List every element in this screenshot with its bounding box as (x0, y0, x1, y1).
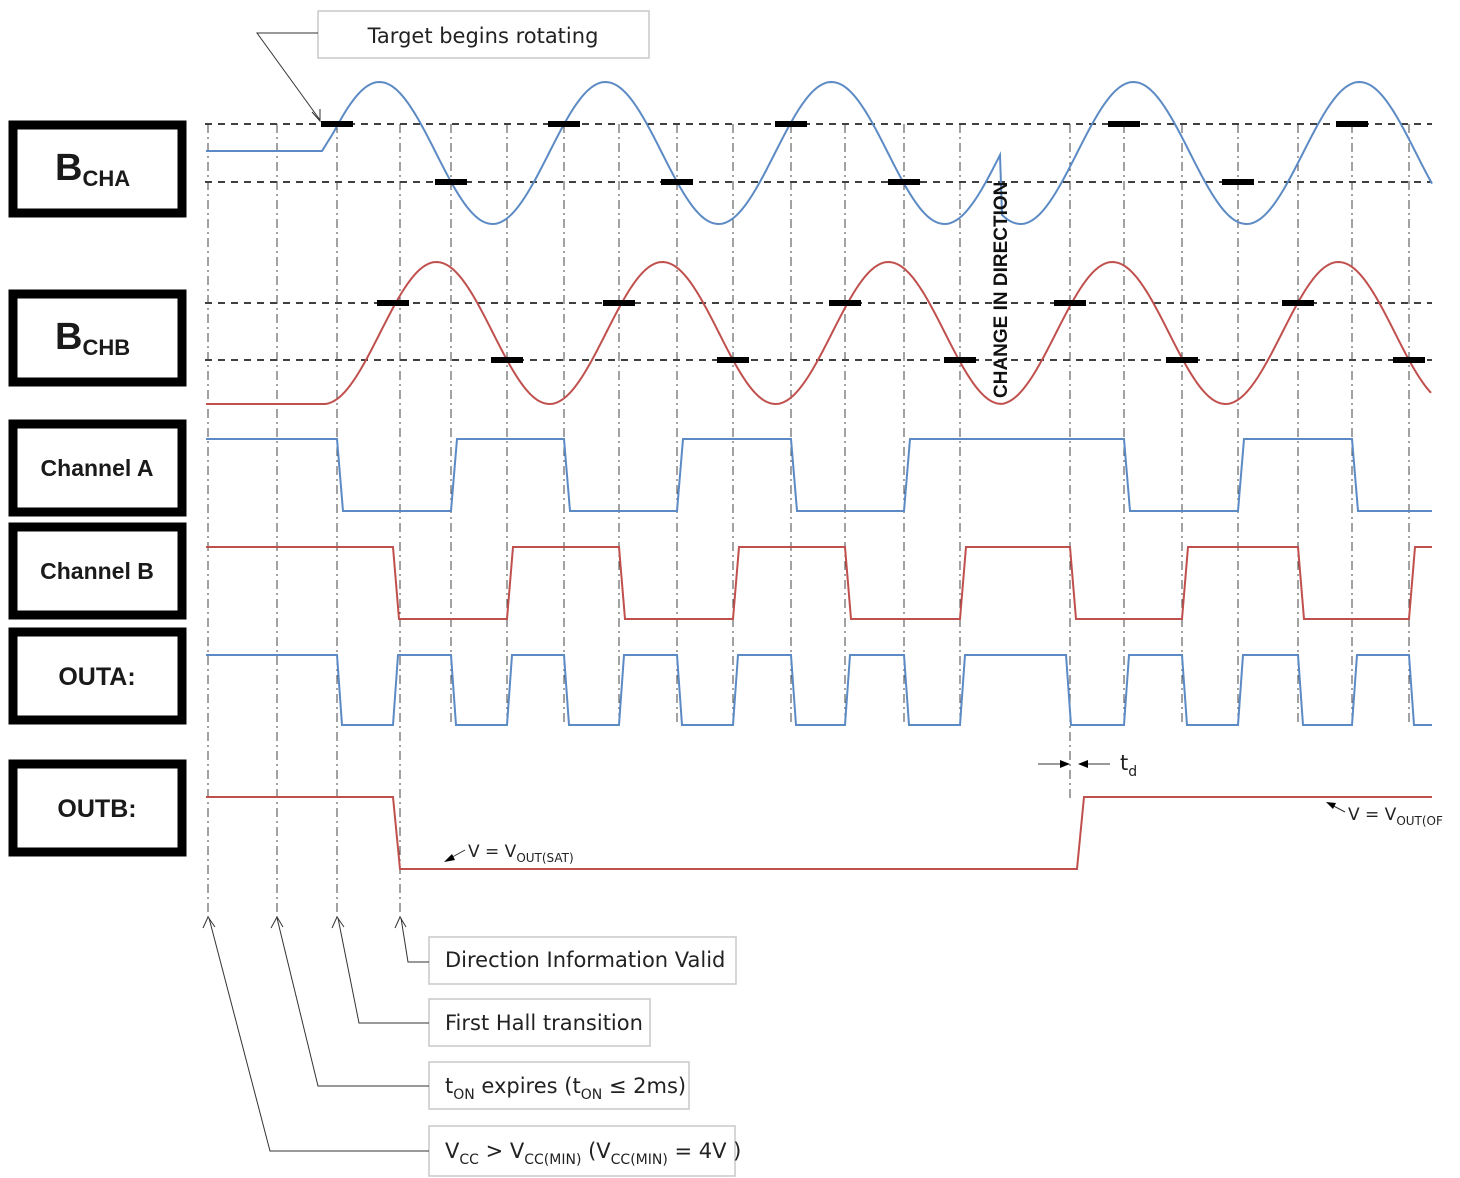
svg-text:td: td (1120, 751, 1137, 780)
bchb-sub: CHB (82, 335, 130, 360)
ton-c: expires (t (475, 1074, 581, 1098)
vcc-a: V (445, 1139, 460, 1163)
vout-off-prefix: V = V (1348, 805, 1397, 825)
bcha-main: B (55, 147, 82, 189)
label-channel-b: Channel B (8, 522, 187, 620)
vcc-e: (V (581, 1139, 611, 1163)
bcha-waveform (206, 80, 1433, 226)
legend-vcc: VCC > VCC(MIN) (VCC(MIN) = 4V ) (202, 915, 741, 1177)
svg-text:BCHB: BCHB (55, 316, 130, 360)
bchb-waveform (206, 260, 1432, 406)
vertical-markers (207, 124, 1410, 918)
channel-a-waveform (206, 438, 1432, 512)
td-main: t (1120, 751, 1128, 775)
legend-ton-expires: tON expires (tON ≤ 2ms) (270, 915, 690, 1110)
td-sub: d (1128, 764, 1137, 780)
change-in-direction-label: CHANGE IN DIRECTION (991, 182, 1012, 398)
label-channel-a: Channel A (8, 419, 187, 517)
outb-waveform (206, 796, 1432, 870)
ton-b: ON (453, 1087, 475, 1103)
channel-b-waveform (206, 546, 1432, 620)
outa-waveform (206, 654, 1432, 726)
vcc-c: > V (479, 1139, 525, 1163)
label-bcha: BCHA (8, 120, 187, 218)
label-bchb: BCHB (8, 289, 187, 387)
svg-text:V = VOUT(OF: V = VOUT(OF (1348, 805, 1443, 828)
svg-text:V = VOUT(SAT): V = VOUT(SAT) (468, 842, 574, 865)
vcc-g: = 4V ) (668, 1139, 742, 1163)
label-outa: OUTA: (8, 627, 187, 725)
vout-sat-annotation: V = VOUT(SAT) (444, 842, 574, 865)
svg-text:VCC > VCC(MIN) (VCC(MIN) = 4V: VCC > VCC(MIN) (VCC(MIN) = 4V ) (445, 1139, 741, 1168)
label-outb: OUTB: (8, 759, 187, 857)
direction-valid-text: Direction Information Valid (445, 948, 725, 972)
channel-a-text: Channel A (41, 455, 154, 481)
channel-b-text: Channel B (40, 558, 154, 584)
vout-sat-prefix: V = V (468, 842, 517, 862)
target-rotating-text: Target begins rotating (367, 24, 599, 48)
legend-first-hall: First Hall transition (331, 915, 651, 1047)
svg-text:tON expires (tON ≤ 2ms): tON expires (tON ≤ 2ms) (445, 1074, 686, 1103)
vcc-d: CC(MIN) (524, 1152, 581, 1168)
first-hall-text: First Hall transition (445, 1011, 643, 1035)
bcha-sub: CHA (82, 166, 130, 191)
vout-sat-sub: OUT(SAT) (516, 851, 573, 865)
ton-e: ≤ 2ms) (602, 1074, 686, 1098)
svg-text:BCHA: BCHA (55, 147, 130, 191)
outb-text: OUTB: (57, 795, 136, 823)
vout-off-sub: OUT(OF (1396, 814, 1443, 828)
ton-d: ON (581, 1087, 603, 1103)
bchb-main: B (55, 316, 82, 358)
legend-direction-valid: Direction Information Valid (394, 915, 737, 985)
vcc-b: CC (459, 1152, 479, 1168)
vcc-f: CC(MIN) (611, 1152, 668, 1168)
vout-off-annotation: V = VOUT(OF (1326, 802, 1443, 828)
td-annotation: td (1038, 751, 1137, 780)
threshold-crossing-marks (321, 121, 1425, 363)
ton-a: t (445, 1074, 453, 1098)
target-rotating-callout: Target begins rotating (256, 10, 650, 123)
outa-text: OUTA: (58, 663, 135, 691)
